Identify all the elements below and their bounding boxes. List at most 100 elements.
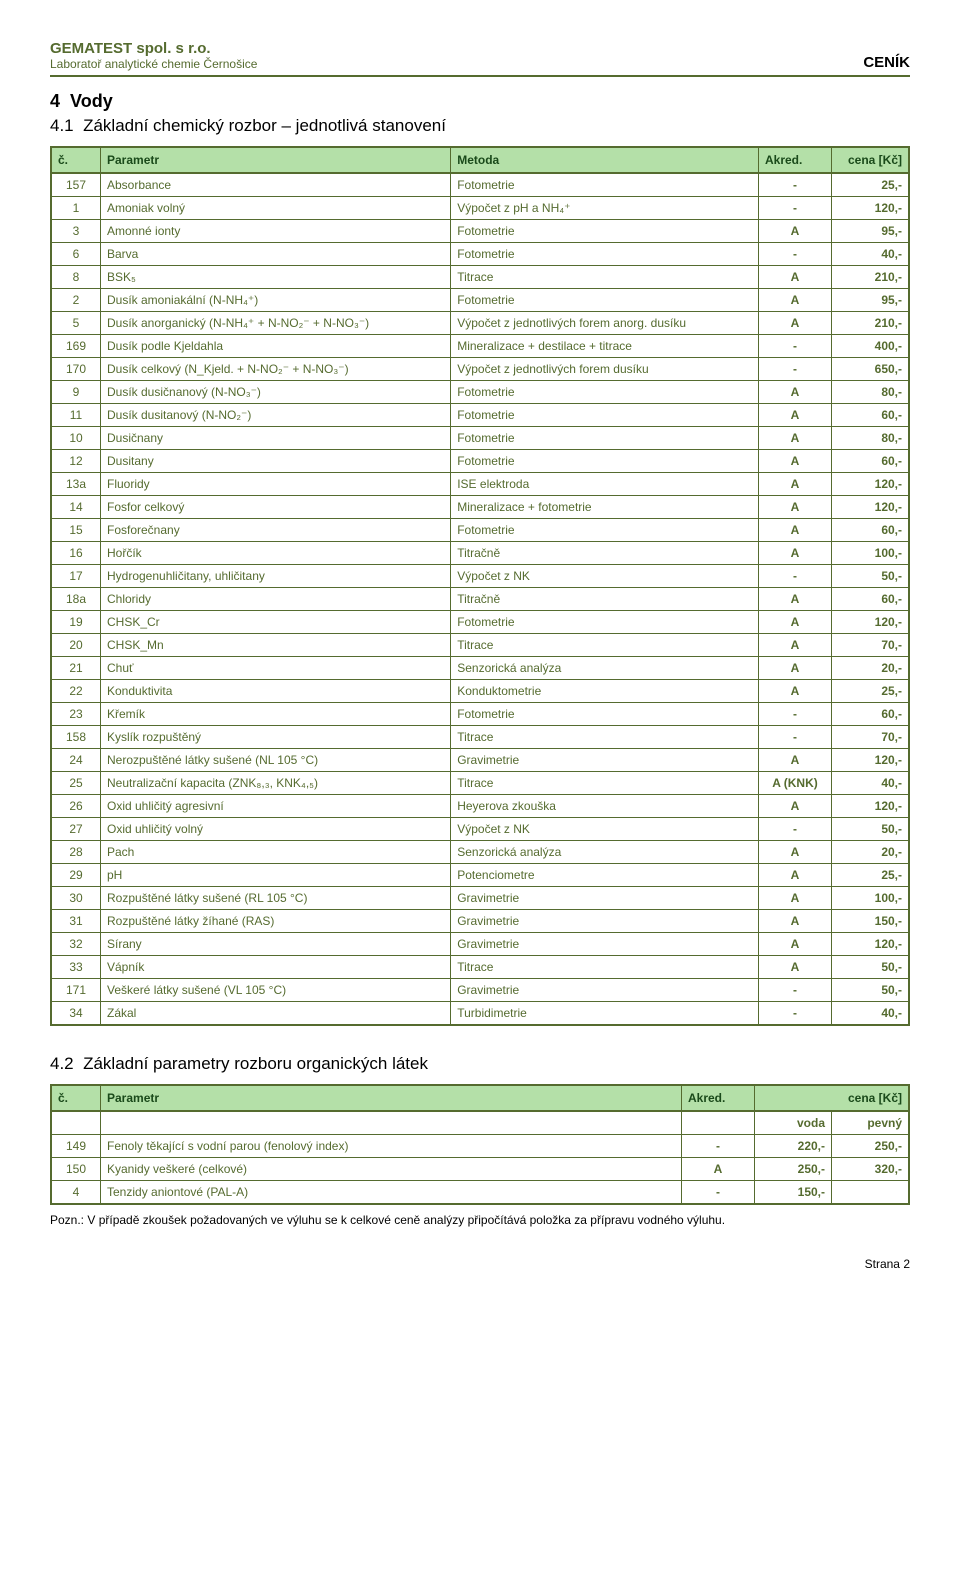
cell-voda: 150,-: [755, 1181, 832, 1205]
cell-param: Oxid uhličitý agresivní: [101, 795, 451, 818]
cell-param: Absorbance: [101, 173, 451, 197]
section-42-text: Základní parametry rozboru organických l…: [83, 1054, 428, 1073]
cell-c: 158: [51, 726, 101, 749]
table-row: 20CHSK_MnTitraceA70,-: [51, 634, 909, 657]
cell-akred: -: [759, 173, 832, 197]
cell-param: CHSK_Mn: [101, 634, 451, 657]
cell-akred: -: [759, 818, 832, 841]
cell-c: 18a: [51, 588, 101, 611]
cell-cena: 50,-: [832, 979, 910, 1002]
cell-akred: A: [759, 381, 832, 404]
cell-akred: A: [759, 841, 832, 864]
cell-param: Dusík dusičnanový (N-NO₃⁻): [101, 381, 451, 404]
cell-c: 157: [51, 173, 101, 197]
table-row: 169Dusík podle KjeldahlaMineralizace + d…: [51, 335, 909, 358]
cell-akred: A: [759, 864, 832, 887]
table-row: 24Nerozpuštěné látky sušené (NL 105 °C)G…: [51, 749, 909, 772]
sub-empty-c: [51, 1111, 101, 1135]
table-row: 15FosforečnanyFotometrieA60,-: [51, 519, 909, 542]
cell-c: 15: [51, 519, 101, 542]
header-divider: [50, 75, 910, 77]
cell-method: Titrace: [451, 266, 759, 289]
th-method: Metoda: [451, 147, 759, 173]
cell-param: Dusík celkový (N_Kjeld. + N-NO₂⁻ + N-NO₃…: [101, 358, 451, 381]
cell-cena: 50,-: [832, 565, 910, 588]
cell-method: Fotometrie: [451, 289, 759, 312]
section-4-num: 4: [50, 91, 60, 111]
cell-c: 171: [51, 979, 101, 1002]
table-row: 23KřemíkFotometrie-60,-: [51, 703, 909, 726]
table-41-head: č. Parametr Metoda Akred. cena [Kč]: [51, 147, 909, 173]
pricelist-label: CENÍK: [863, 54, 910, 71]
cell-param: Chuť: [101, 657, 451, 680]
table-row: 4Tenzidy aniontové (PAL-A)-150,-: [51, 1181, 909, 1205]
cell-cena: 100,-: [832, 887, 910, 910]
cell-param: Neutralizační kapacita (ZNK₈,₃, KNK₄,₅): [101, 772, 451, 795]
cell-param: Dusík anorganický (N-NH₄⁺ + N-NO₂⁻ + N-N…: [101, 312, 451, 335]
th-cena: cena [Kč]: [832, 147, 910, 173]
cell-param: Fluoridy: [101, 473, 451, 496]
cell-akred: A: [759, 220, 832, 243]
cell-cena: 60,-: [832, 450, 910, 473]
table-row: 3Amonné iontyFotometrieA95,-: [51, 220, 909, 243]
cell-voda: 250,-: [755, 1158, 832, 1181]
cell-pevny: [832, 1181, 910, 1205]
cell-c: 9: [51, 381, 101, 404]
cell-c: 22: [51, 680, 101, 703]
note-42: Pozn.: V případě zkoušek požadovaných ve…: [50, 1213, 910, 1227]
cell-param: Křemík: [101, 703, 451, 726]
cell-akred: A: [759, 956, 832, 979]
table-row: 22KonduktivitaKonduktometrieA25,-: [51, 680, 909, 703]
table-row: 5Dusík anorganický (N-NH₄⁺ + N-NO₂⁻ + N-…: [51, 312, 909, 335]
table-41: č. Parametr Metoda Akred. cena [Kč] 157A…: [50, 146, 910, 1026]
company-sub: Laboratoř analytické chemie Černošice: [50, 57, 257, 71]
cell-method: Výpočet z NK: [451, 565, 759, 588]
sub-empty-a: [682, 1111, 755, 1135]
table-row: 11Dusík dusitanový (N-NO₂⁻)FotometrieA60…: [51, 404, 909, 427]
cell-param: Dusík podle Kjeldahla: [101, 335, 451, 358]
cell-akred: A: [759, 634, 832, 657]
cell-param: Rozpuštěné látky žíhané (RAS): [101, 910, 451, 933]
table-row: 149Fenoly těkající s vodní parou (fenolo…: [51, 1135, 909, 1158]
cell-method: Fotometrie: [451, 703, 759, 726]
cell-param: pH: [101, 864, 451, 887]
cell-c: 149: [51, 1135, 101, 1158]
cell-cena: 80,-: [832, 381, 910, 404]
cell-cena: 25,-: [832, 173, 910, 197]
cell-akred: A: [759, 910, 832, 933]
table-row: 157AbsorbanceFotometrie-25,-: [51, 173, 909, 197]
cell-c: 16: [51, 542, 101, 565]
table-row: 6BarvaFotometrie-40,-: [51, 243, 909, 266]
cell-cena: 650,-: [832, 358, 910, 381]
cell-method: Titračně: [451, 542, 759, 565]
th-c: č.: [51, 147, 101, 173]
cell-method: Turbidimetrie: [451, 1002, 759, 1026]
cell-param: Fosforečnany: [101, 519, 451, 542]
company-name: GEMATEST spol. s r.o.: [50, 40, 257, 57]
cell-c: 6: [51, 243, 101, 266]
section-42-title: 4.2 Základní parametry rozboru organický…: [50, 1054, 910, 1074]
cell-akred: A: [759, 749, 832, 772]
table-row: 32SíranyGravimetrieA120,-: [51, 933, 909, 956]
cell-c: 27: [51, 818, 101, 841]
cell-method: Výpočet z jednotlivých forem dusíku: [451, 358, 759, 381]
cell-c: 1: [51, 197, 101, 220]
cell-param: Fosfor celkový: [101, 496, 451, 519]
cell-akred: A: [759, 887, 832, 910]
cell-method: Výpočet z pH a NH₄⁺: [451, 197, 759, 220]
cell-cena: 210,-: [832, 312, 910, 335]
cell-akred: A: [759, 680, 832, 703]
cell-method: ISE elektroda: [451, 473, 759, 496]
cell-cena: 400,-: [832, 335, 910, 358]
cell-c: 170: [51, 358, 101, 381]
th42-param: Parametr: [101, 1085, 682, 1111]
cell-akred: A: [759, 496, 832, 519]
cell-c: 4: [51, 1181, 101, 1205]
cell-akred: A: [759, 795, 832, 818]
cell-c: 20: [51, 634, 101, 657]
cell-akred: A: [759, 312, 832, 335]
cell-param: Oxid uhličitý volný: [101, 818, 451, 841]
table-42: č. Parametr Akred. cena [Kč] voda pevný …: [50, 1084, 910, 1205]
cell-method: Fotometrie: [451, 450, 759, 473]
cell-c: 25: [51, 772, 101, 795]
